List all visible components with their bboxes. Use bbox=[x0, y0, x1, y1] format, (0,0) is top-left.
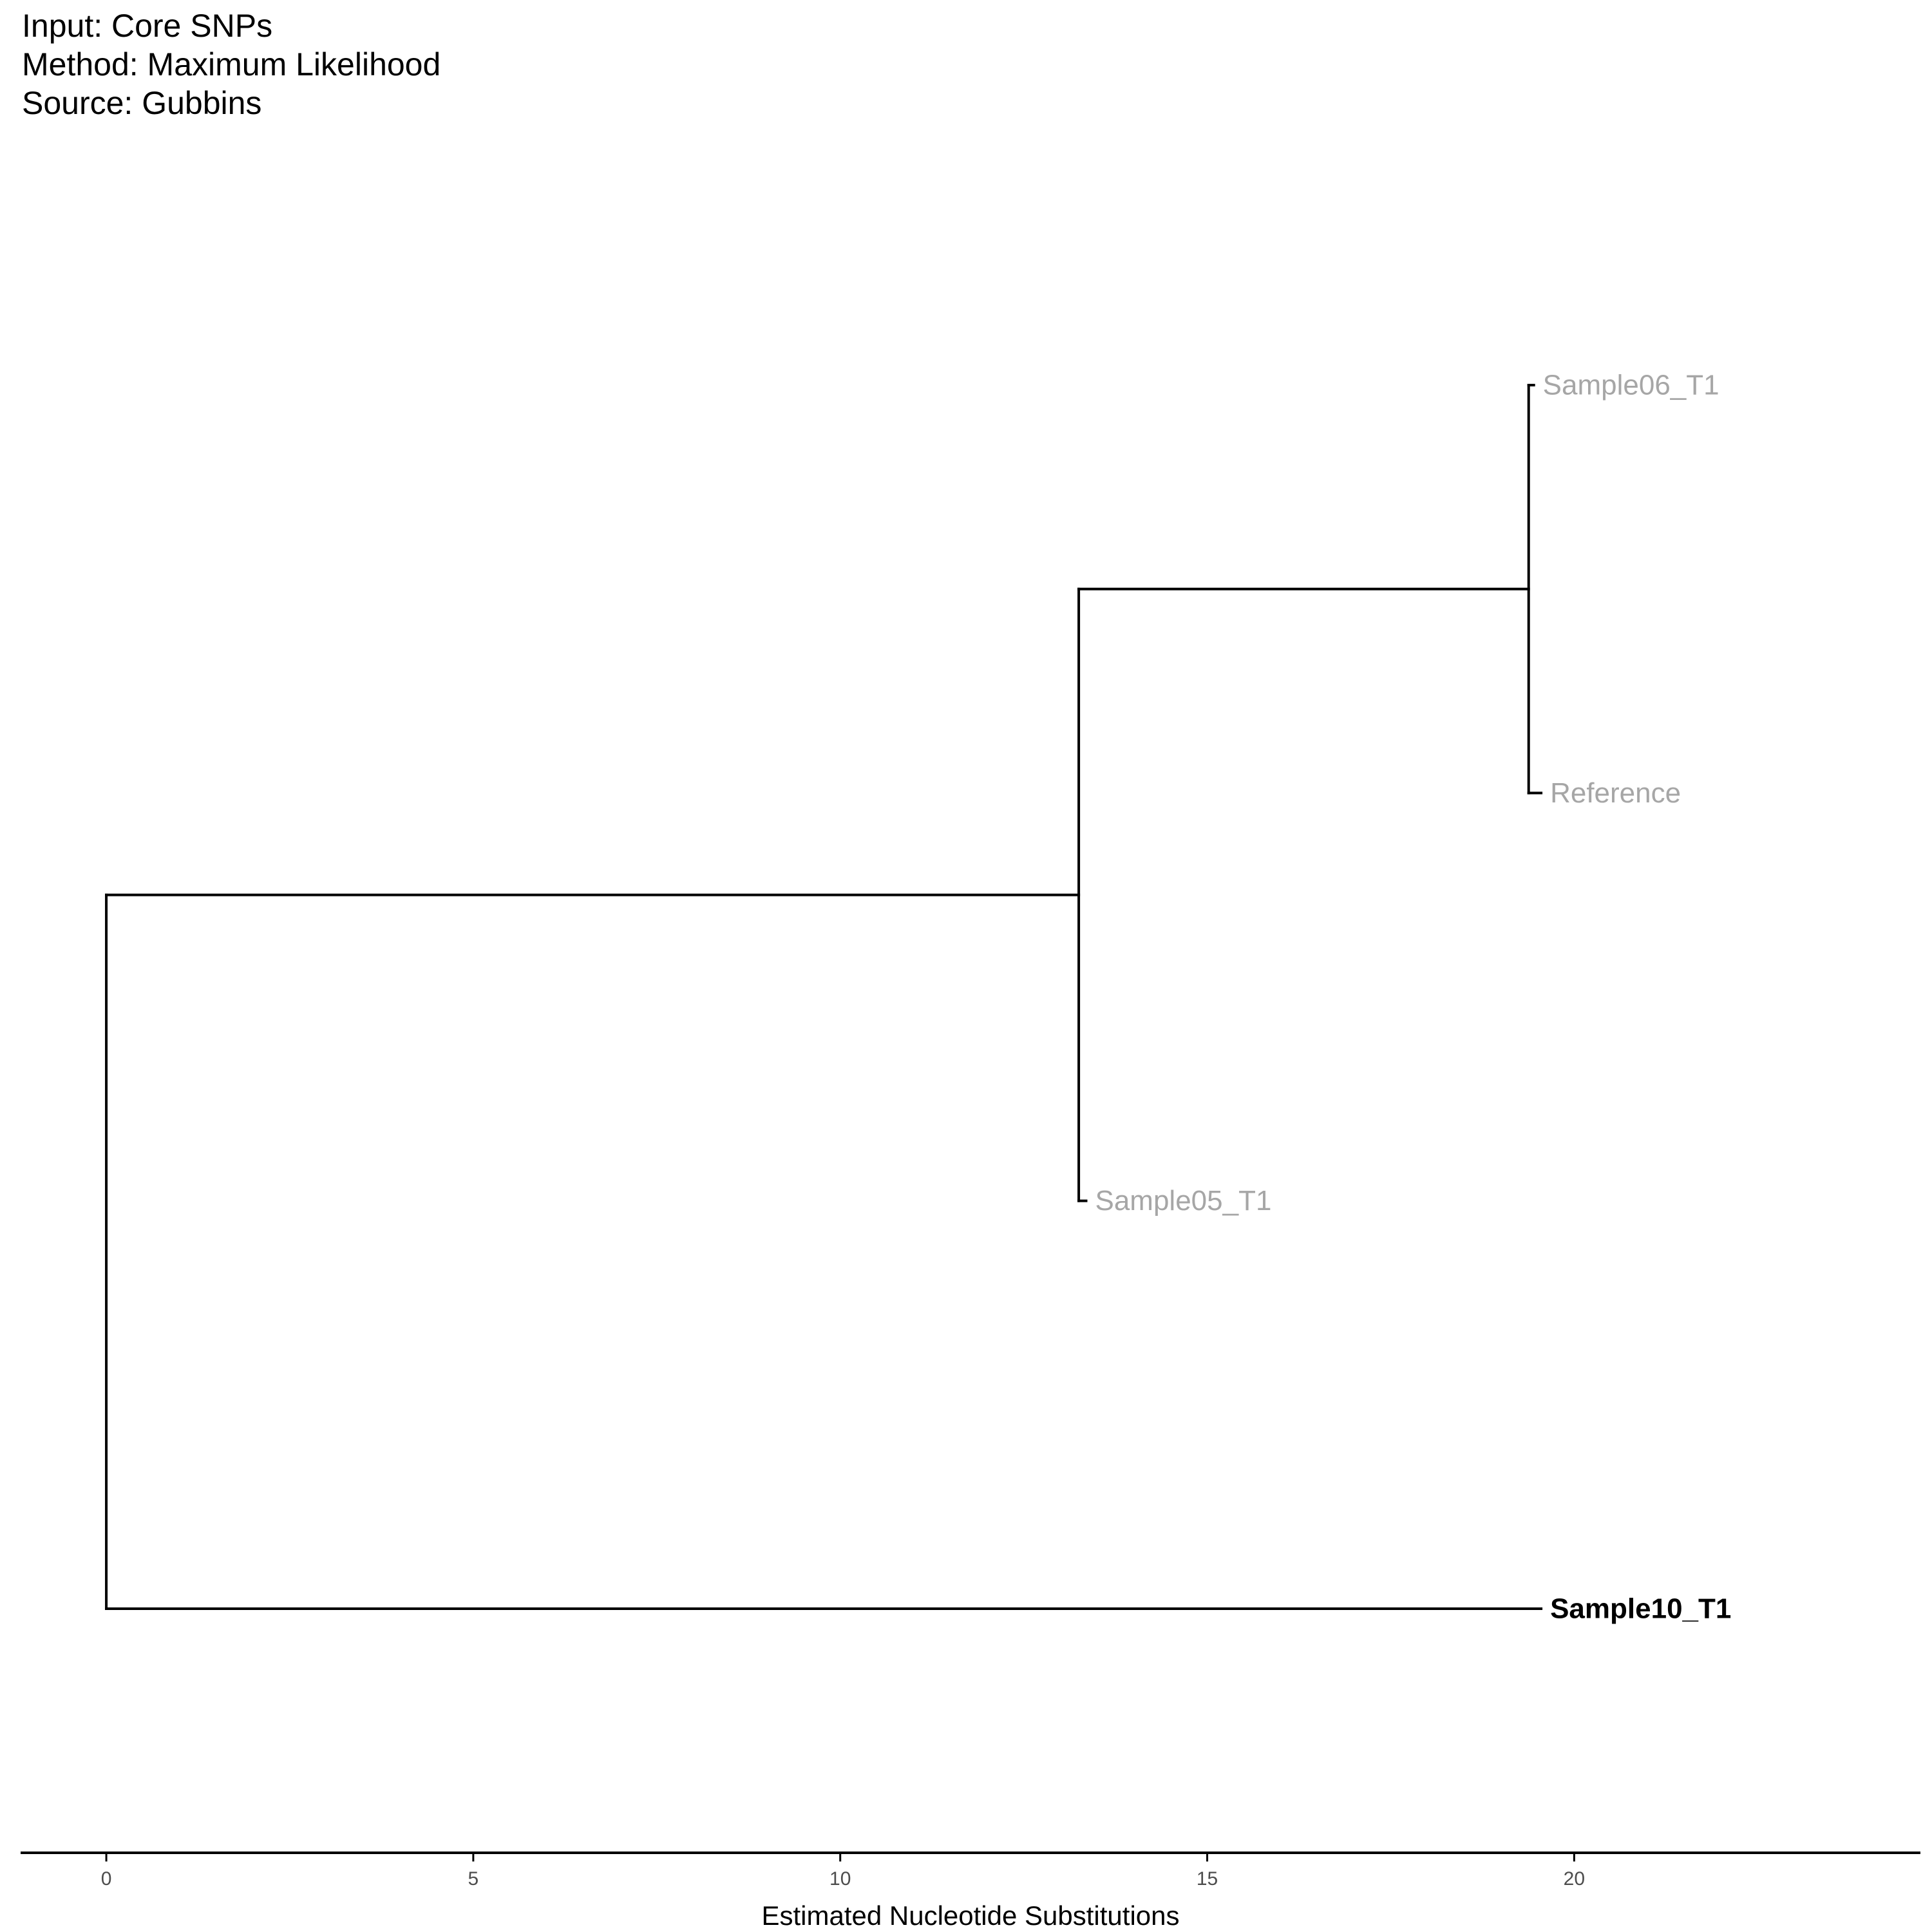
tree-branches bbox=[105, 384, 1543, 1610]
caption-method: Method: Maximum Likelihood bbox=[22, 46, 441, 82]
tip-label-Sample05_T1: Sample05_T1 bbox=[1095, 1185, 1271, 1217]
tip-label-Reference: Reference bbox=[1550, 777, 1681, 809]
x-tick-label-15: 15 bbox=[1197, 1868, 1218, 1889]
x-tick-label-0: 0 bbox=[101, 1868, 112, 1889]
caption-source: Source: Gubbins bbox=[22, 85, 262, 121]
tip-label-Sample10_T1: Sample10_T1 bbox=[1550, 1593, 1731, 1625]
caption-input: Input: Core SNPs bbox=[22, 8, 273, 44]
x-axis-title: Estimated Nucleotide Substitutions bbox=[761, 1900, 1179, 1931]
x-tick-label-5: 5 bbox=[468, 1868, 479, 1889]
x-tick-label-20: 20 bbox=[1564, 1868, 1585, 1889]
x-tick-label-10: 10 bbox=[829, 1868, 851, 1889]
x-axis: 0 5 10 15 20 Estimated Nucleotide Substitutio… bbox=[21, 1852, 1920, 1931]
tree-caption: Input: Core SNPs Method: Maximum Likelih… bbox=[22, 6, 440, 122]
tip-label-Sample06_T1: Sample06_T1 bbox=[1543, 370, 1719, 401]
tree-tip-labels: Sample06_T1 Reference Sample05_T1 Sample10_… bbox=[1095, 370, 1731, 1625]
